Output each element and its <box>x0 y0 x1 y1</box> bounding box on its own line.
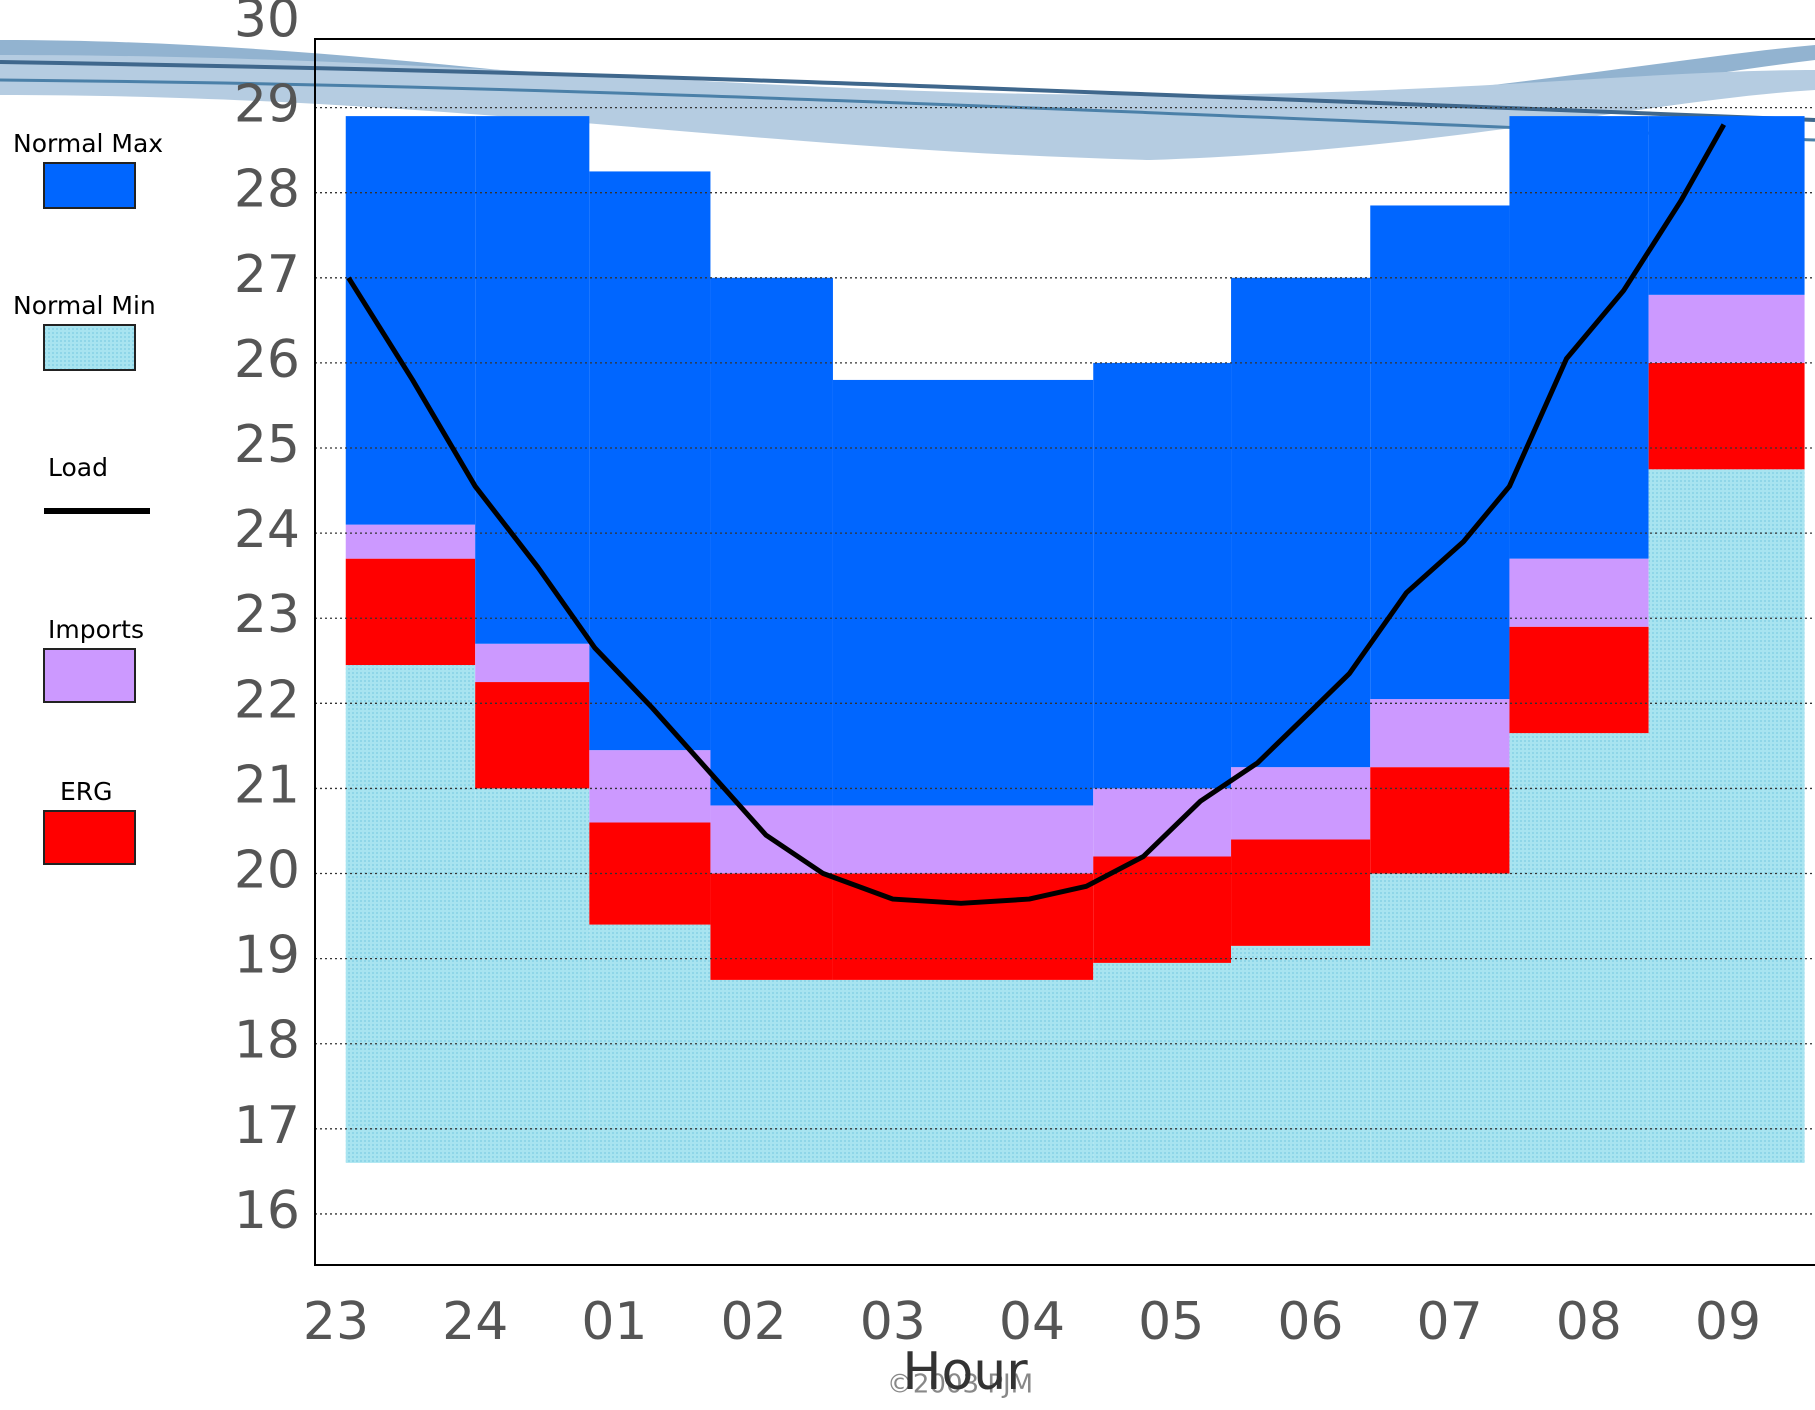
normal-max-band <box>346 116 475 524</box>
x-tick-label: 01 <box>581 1292 647 1352</box>
y-tick-label: 25 <box>234 415 300 475</box>
y-tick-label: 19 <box>234 926 300 986</box>
band <box>346 559 475 665</box>
y-tick-label: 26 <box>234 330 300 390</box>
band <box>346 525 475 559</box>
band <box>1370 767 1509 873</box>
y-tick-label: 20 <box>234 841 300 901</box>
legend-swatch <box>44 325 135 370</box>
x-tick-label: 05 <box>1138 1292 1204 1352</box>
x-tick-label: 02 <box>721 1292 787 1352</box>
y-tick-label: 22 <box>234 670 300 730</box>
y-tick-label: 30 <box>234 0 300 50</box>
chart: ©2003 PJM Hour 1617181920212223242526272… <box>0 0 1815 1406</box>
y-tick-label: 21 <box>234 755 300 815</box>
band <box>1649 295 1805 363</box>
normal-max-band <box>1370 205 1509 699</box>
normal-max-band <box>1509 116 1648 559</box>
x-tick-label: 24 <box>442 1292 508 1352</box>
band <box>710 874 832 980</box>
normal-min-band <box>475 788 589 1162</box>
normal-max-band <box>1231 278 1370 767</box>
legend-label: Imports <box>48 615 144 644</box>
legend-label: Normal Min <box>13 291 156 320</box>
band <box>589 822 710 924</box>
x-tick-label: 06 <box>1277 1292 1343 1352</box>
band <box>475 644 589 682</box>
y-tick-label: 28 <box>234 160 300 220</box>
normal-min-band <box>710 980 832 1163</box>
normal-min-band <box>1370 874 1509 1163</box>
normal-min-band <box>346 665 475 1163</box>
legend-swatch <box>44 163 135 208</box>
normal-min-band <box>589 925 710 1163</box>
y-tick-label: 29 <box>234 75 300 135</box>
y-tick-label: 24 <box>234 500 300 560</box>
y-tick-label: 27 <box>234 245 300 305</box>
legend-label: ERG <box>60 777 113 806</box>
legend-swatch <box>44 811 135 864</box>
legend-swatch <box>44 649 135 702</box>
y-tick-label: 18 <box>234 1011 300 1071</box>
x-tick-label: 07 <box>1417 1292 1483 1352</box>
x-tick-label: 08 <box>1556 1292 1622 1352</box>
normal-min-band <box>1649 469 1805 1163</box>
normal-min-band <box>1093 963 1231 1163</box>
normal-min-band <box>833 980 1093 1163</box>
x-tick-label: 23 <box>303 1292 369 1352</box>
band <box>1649 363 1805 469</box>
y-tick-label: 17 <box>234 1096 300 1156</box>
x-tick-label: 04 <box>999 1292 1065 1352</box>
band <box>1370 699 1509 767</box>
band <box>1509 627 1648 733</box>
band <box>833 805 1093 873</box>
normal-max-band <box>1093 363 1231 789</box>
band <box>1093 788 1231 856</box>
normal-min-band <box>1231 946 1370 1163</box>
band <box>475 682 589 788</box>
normal-max-band <box>475 116 589 644</box>
band <box>1231 839 1370 945</box>
y-tick-label: 16 <box>234 1181 300 1241</box>
legend-label: Normal Max <box>13 129 163 158</box>
band <box>589 750 710 822</box>
normal-max-band <box>833 380 1093 806</box>
x-tick-label: 03 <box>860 1292 926 1352</box>
band <box>1509 559 1648 627</box>
legend-label: Load <box>48 453 108 482</box>
normal-max-band <box>1649 116 1805 295</box>
y-tick-label: 23 <box>234 585 300 645</box>
x-tick-label: 09 <box>1695 1292 1761 1352</box>
band <box>1231 767 1370 839</box>
normal-min-band <box>1509 733 1648 1163</box>
normal-max-band <box>710 278 832 806</box>
